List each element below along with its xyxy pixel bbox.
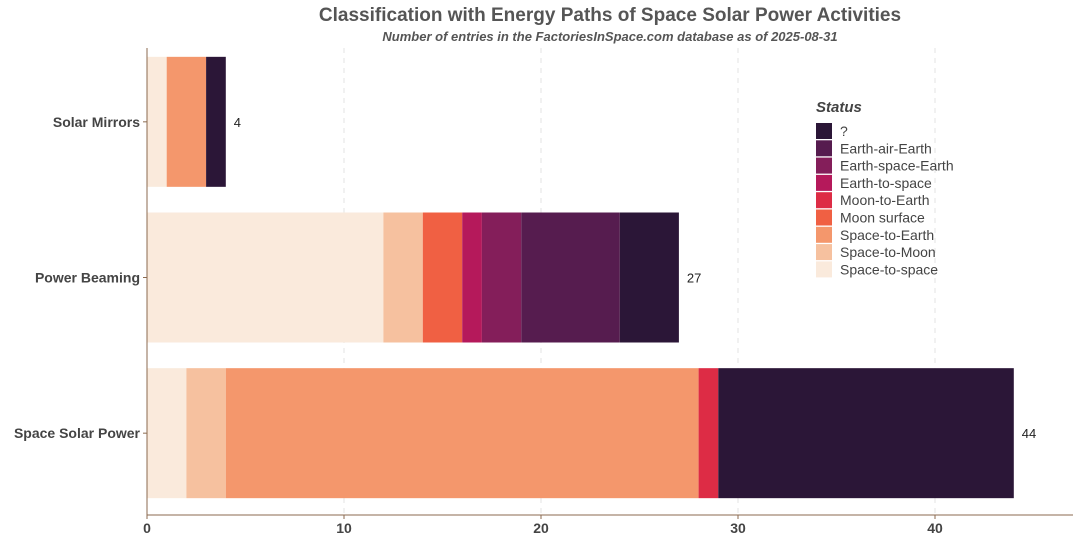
category-label: Space Solar Power: [14, 425, 141, 441]
bar-segment-moon-surface: [422, 212, 463, 343]
legend-swatch: [816, 192, 832, 209]
legend-label: Moon surface: [840, 210, 925, 226]
chart-title: Classification with Energy Paths of Spac…: [319, 5, 901, 26]
x-tick-label: 40: [927, 520, 943, 536]
legend-swatch: [816, 140, 832, 157]
x-tick-label: 10: [336, 520, 352, 536]
bar-segment--: [619, 212, 679, 343]
legend-swatch: [816, 226, 832, 243]
x-tick-label: 30: [730, 520, 746, 536]
bar-segment-space-to-space: [147, 368, 187, 499]
legend-title: Status: [816, 99, 862, 116]
legend-label: Space-to-Moon: [840, 244, 936, 260]
legend-label: Space-to-space: [840, 261, 938, 277]
bar-segment-space-to-moon: [186, 368, 226, 499]
legend-swatch: [816, 244, 832, 261]
category-label: Power Beaming: [35, 270, 140, 286]
legend-label: Space-to-Earth: [840, 227, 934, 243]
bar-segment-space-to-space: [147, 56, 167, 187]
legend-swatch: [816, 123, 832, 139]
bar-segment-space-to-moon: [383, 212, 423, 343]
bar-segment-earth-space-earth: [481, 212, 522, 343]
legend-swatch: [816, 174, 832, 191]
total-label: 44: [1022, 426, 1036, 441]
legend-label: Moon-to-Earth: [840, 192, 929, 208]
legend-label: Earth-space-Earth: [840, 158, 954, 174]
bar-segment-space-to-earth: [166, 56, 207, 187]
bar-segment--: [206, 56, 226, 187]
total-label: 27: [687, 271, 701, 286]
bar-segment-earth-air-earth: [521, 212, 620, 343]
bar-segment-space-to-space: [147, 212, 384, 343]
bar-segment-space-to-earth: [225, 368, 699, 499]
legend-label: Earth-air-Earth: [840, 140, 932, 156]
legend-swatch: [816, 209, 832, 226]
bar-segment-moon-to-earth: [698, 368, 719, 499]
legend-label: ?: [840, 123, 848, 139]
x-tick-label: 0: [143, 520, 151, 536]
legend-swatch: [816, 261, 832, 278]
bar-segment--: [718, 368, 1014, 499]
bar-segment-earth-to-space: [462, 212, 482, 343]
chart-subtitle: Number of entries in the FactoriesInSpac…: [382, 29, 837, 44]
legend-swatch: [816, 157, 832, 174]
legend-label: Earth-to-space: [840, 175, 932, 191]
total-label: 4: [234, 115, 241, 130]
category-label: Solar Mirrors: [53, 114, 140, 130]
x-tick-label: 20: [533, 520, 549, 536]
